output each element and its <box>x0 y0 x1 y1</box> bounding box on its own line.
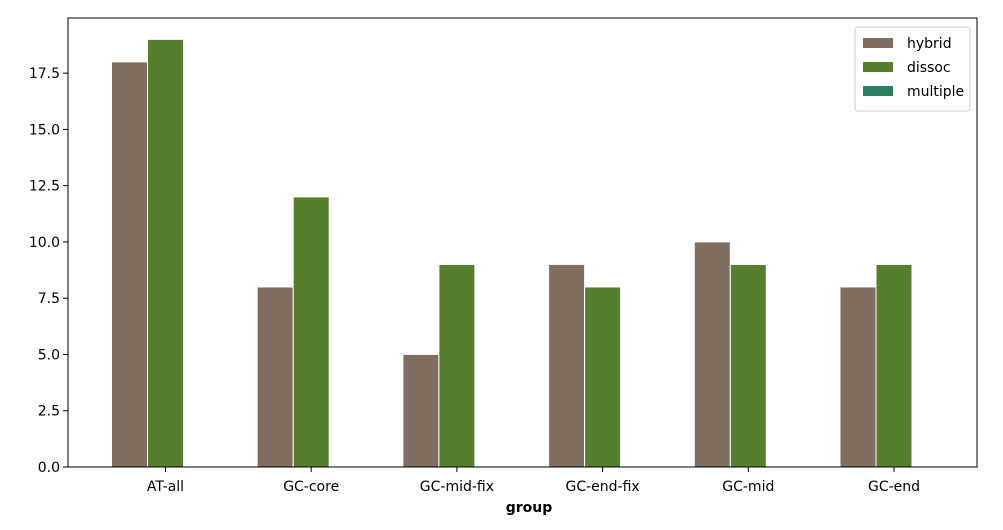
bar-hybrid-GC-core <box>256 286 294 468</box>
y-tick-label: 2.5 <box>38 404 60 420</box>
y-tick-label: 7.5 <box>38 291 60 307</box>
y-axis: 0.0 2.5 5.0 7.5 10.0 12.5 15.0 17.5 <box>29 66 68 476</box>
bar-dissoc-GC-mid <box>729 263 767 468</box>
legend-label-dissoc: dissoc <box>907 60 951 76</box>
bar-dissoc-AT-all <box>147 38 184 468</box>
y-tick-label: 15.0 <box>29 122 60 138</box>
x-axis-title: group <box>506 500 553 516</box>
y-tick-label: 0.0 <box>38 460 60 476</box>
x-tick-label: GC-mid <box>722 479 774 495</box>
bar-hybrid-GC-end-fix <box>548 263 586 468</box>
y-tick-label: 5.0 <box>38 347 60 363</box>
legend-label-multiple: multiple <box>907 84 964 100</box>
plot-frame <box>67 17 978 468</box>
x-tick-label: GC-core <box>283 479 339 495</box>
legend: hybrid dissoc multiple <box>854 26 971 112</box>
legend-swatch-multiple <box>863 86 893 96</box>
bars-layer <box>111 38 913 468</box>
bar-dissoc-GC-end-fix <box>584 286 622 468</box>
legend-swatch-dissoc <box>863 62 893 72</box>
x-tick-label: GC-end-fix <box>565 479 639 495</box>
x-axis: AT-all GC-core GC-mid-fix GC-end-fix GC-mid G… <box>147 467 920 495</box>
y-tick-label: 17.5 <box>29 66 60 82</box>
legend-swatch-hybrid <box>863 38 893 48</box>
bar-hybrid-AT-all <box>111 61 148 468</box>
bar-hybrid-GC-mid-fix <box>402 353 440 468</box>
x-tick-label: GC-end <box>868 479 920 495</box>
bar-dissoc-GC-end <box>875 263 913 468</box>
x-tick-label: GC-mid-fix <box>420 479 494 495</box>
y-tick-label: 10.0 <box>29 235 60 251</box>
bar-dissoc-GC-core <box>292 196 330 468</box>
x-tick-label: AT-all <box>147 479 184 495</box>
bar-hybrid-GC-end <box>839 286 877 468</box>
legend-label-hybrid: hybrid <box>907 36 952 52</box>
y-tick-label: 12.5 <box>29 179 60 195</box>
bar-hybrid-GC-mid <box>693 241 731 468</box>
bar-dissoc-GC-mid-fix <box>438 263 476 468</box>
